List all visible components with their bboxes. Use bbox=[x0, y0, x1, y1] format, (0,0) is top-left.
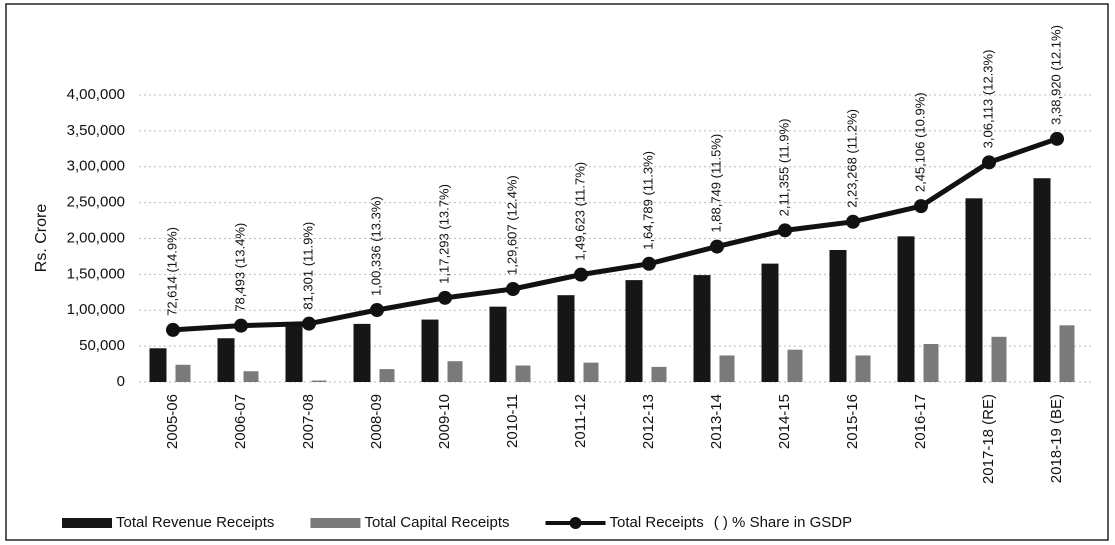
x-tick-label: 2010-11 bbox=[504, 394, 521, 448]
line-marker bbox=[642, 256, 656, 271]
x-tick-label: 2012-13 bbox=[640, 394, 657, 449]
y-tick-label: 2,50,000 bbox=[67, 194, 125, 211]
data-label: 3,38,920 (12.1%) bbox=[1048, 25, 1063, 125]
line-marker bbox=[914, 199, 928, 214]
x-tick-label: 2015-16 bbox=[844, 394, 861, 449]
line-marker bbox=[710, 239, 724, 254]
line-marker bbox=[778, 223, 792, 238]
y-tick-label: 1,50,000 bbox=[67, 265, 125, 282]
data-label: 2,23,268 (11.2%) bbox=[844, 109, 859, 208]
bar bbox=[285, 326, 303, 382]
line-marker bbox=[438, 290, 452, 305]
x-tick-label: 2018-19 (BE) bbox=[1048, 394, 1065, 483]
y-axis-label: Rs. Crore bbox=[33, 204, 50, 273]
x-tick-label: 2005-06 bbox=[164, 394, 181, 449]
bar bbox=[1059, 325, 1075, 382]
x-tick-label: 2017-18 (RE) bbox=[980, 394, 997, 484]
data-label: 81,301 (11.9%) bbox=[300, 222, 315, 310]
data-label: 78,493 (13.4%) bbox=[232, 223, 247, 312]
bar bbox=[897, 236, 915, 382]
line-marker bbox=[370, 303, 384, 318]
y-tick-label: 4,00,000 bbox=[67, 86, 125, 103]
data-label: 72,614 (14.9%) bbox=[164, 227, 179, 316]
y-tick-label: 3,00,000 bbox=[67, 158, 125, 175]
line-marker bbox=[234, 318, 248, 333]
bar bbox=[353, 323, 371, 382]
bar bbox=[965, 198, 983, 382]
bar bbox=[149, 348, 167, 382]
data-label: 1,29,607 (12.4%) bbox=[504, 175, 519, 275]
legend-swatch bbox=[569, 517, 582, 529]
bar bbox=[175, 364, 191, 382]
bar bbox=[421, 319, 439, 382]
bar bbox=[991, 336, 1007, 382]
bar bbox=[217, 338, 235, 382]
legend-note: ( ) % Share in GSDP bbox=[714, 514, 852, 531]
y-tick-label: 50,000 bbox=[79, 337, 125, 354]
bar bbox=[651, 366, 667, 382]
line-marker bbox=[1050, 131, 1064, 146]
bar bbox=[447, 361, 463, 382]
data-label: 1,00,336 (13.3%) bbox=[368, 196, 383, 296]
bar bbox=[625, 280, 643, 382]
y-tick-label: 2,00,000 bbox=[67, 229, 125, 246]
bar bbox=[761, 263, 779, 382]
x-tick-label: 2016-17 bbox=[912, 394, 929, 449]
line bbox=[172, 136, 1058, 333]
data-label: 2,45,106 (10.9%) bbox=[912, 92, 927, 192]
bar bbox=[515, 365, 531, 382]
bar bbox=[583, 362, 599, 382]
data-label: 2,11,355 (11.9%) bbox=[776, 119, 791, 217]
data-label: 1,17,293 (13.7%) bbox=[436, 184, 451, 284]
x-tick-label: 2011-12 bbox=[572, 394, 589, 448]
line-marker bbox=[846, 214, 860, 229]
bar bbox=[787, 349, 803, 382]
bar bbox=[557, 295, 575, 382]
y-tick-label: 0 bbox=[117, 373, 125, 390]
bar bbox=[923, 343, 939, 382]
chart-border bbox=[5, 3, 1109, 541]
bar bbox=[243, 371, 259, 382]
bar bbox=[489, 306, 507, 382]
data-label: 3,06,113 (12.3%) bbox=[980, 50, 995, 149]
bar bbox=[693, 275, 711, 382]
data-label: 1,88,749 (11.5%) bbox=[708, 134, 723, 233]
bar bbox=[379, 369, 395, 382]
line-marker bbox=[506, 282, 520, 297]
x-tick-label: 2014-15 bbox=[776, 394, 793, 449]
x-tick-label: 2007-08 bbox=[300, 394, 317, 449]
data-label: 1,64,789 (11.3%) bbox=[640, 151, 655, 250]
legend-swatch bbox=[62, 518, 112, 528]
bar bbox=[855, 355, 871, 382]
line-marker bbox=[302, 316, 316, 331]
legend-label: Total Revenue Receipts bbox=[116, 514, 274, 531]
legend-swatch bbox=[310, 518, 361, 528]
bar bbox=[829, 249, 847, 382]
x-tick-label: 2008-09 bbox=[368, 394, 385, 449]
x-tick-label: 2013-14 bbox=[708, 394, 725, 449]
data-label: 1,49,623 (11.7%) bbox=[572, 162, 587, 261]
line-marker bbox=[574, 267, 588, 282]
legend-label: Total Receipts bbox=[610, 514, 704, 531]
x-tick-label: 2006-07 bbox=[232, 394, 249, 449]
x-tick-label: 2009-10 bbox=[436, 394, 453, 449]
bar bbox=[1033, 178, 1051, 382]
y-tick-label: 1,00,000 bbox=[67, 301, 125, 318]
legend-label: Total Capital Receipts bbox=[364, 514, 509, 531]
bar bbox=[719, 355, 735, 382]
bar bbox=[311, 380, 327, 382]
y-tick-label: 3,50,000 bbox=[67, 122, 125, 139]
line-marker bbox=[166, 322, 180, 337]
line-marker bbox=[982, 155, 996, 170]
